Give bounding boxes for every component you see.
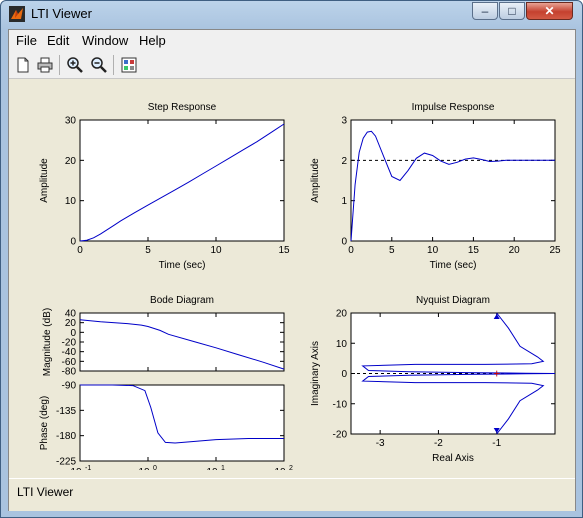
impulse-y-tick-label: 0 [341, 237, 347, 248]
minimize-button[interactable]: – [472, 2, 498, 20]
bode-x-tick-exponent: 1 [221, 465, 225, 470]
figure-client-area: File Edit Window Help [8, 29, 576, 511]
menu-bar: File Edit Window Help [9, 30, 575, 52]
impulse-x-tick-label: 0 [348, 245, 354, 256]
matlab-logo-icon [9, 6, 25, 22]
maximize-button[interactable]: □ [499, 2, 525, 20]
bode-x-tick-exponent: 0 [153, 465, 157, 470]
nyquist-y-tick-label: 20 [336, 309, 348, 320]
step-y-tick-label: 0 [70, 237, 76, 248]
bode-magnitude-line [79, 319, 285, 370]
impulse-xlabel: Time (sec) [430, 260, 477, 271]
new-icon[interactable] [13, 55, 33, 75]
step-x-tick-label: 5 [145, 245, 151, 256]
zoom-out-icon[interactable] [89, 55, 109, 75]
nyquist-y-tick-label: 0 [341, 369, 347, 380]
status-text: LTI Viewer [17, 485, 74, 499]
plot-config-icon[interactable] [119, 55, 139, 75]
nyquist-positive-line [361, 312, 556, 374]
bode-x-tick-label: 10 [70, 467, 82, 470]
close-button[interactable]: ✕ [526, 2, 573, 20]
bode-x-tick-exponent: -1 [85, 465, 91, 470]
nyquist-ylabel: Imaginary Axis [310, 341, 321, 406]
impulse-x-tick-label: 25 [549, 245, 561, 256]
step-ylabel: Amplitude [39, 158, 50, 203]
step-title: Step Response [148, 102, 217, 113]
step-y-tick-label: 20 [65, 156, 77, 167]
nyquist-negative-line [361, 373, 556, 435]
toolbar-separator [59, 55, 60, 75]
bode-x-tick-label: 10 [138, 467, 150, 470]
bode-mag-y-tick-label: 0 [70, 328, 76, 339]
nyquist-arrow-down [493, 427, 500, 433]
impulse-x-tick-label: 10 [427, 245, 439, 256]
print-icon[interactable] [35, 55, 55, 75]
zoom-in-icon[interactable] [65, 55, 85, 75]
bode-phase-ylabel: Phase (deg) [39, 396, 50, 450]
bode-mag-y-tick-label: 20 [65, 318, 77, 329]
menu-window[interactable]: Window [82, 33, 129, 48]
impulse-series-line [350, 130, 555, 242]
impulse-x-tick-label: 20 [509, 245, 521, 256]
bode-x-tick-label: 10 [274, 467, 286, 470]
impulse-x-tick-label: 15 [468, 245, 480, 256]
step-x-tick-label: 10 [210, 245, 222, 256]
impulse-title: Impulse Response [412, 102, 495, 113]
impulse-ylabel: Amplitude [310, 158, 321, 203]
toolbar [9, 52, 575, 79]
bode-phase-axes [79, 384, 285, 462]
nyquist-arrow-up [493, 314, 500, 320]
bode-magnitude-ylabel: Magnitude (dB) [42, 308, 53, 376]
status-bar: LTI Viewer [9, 478, 575, 511]
nyquist-y-tick-label: -10 [333, 399, 348, 410]
bode-x-tick-exponent: 2 [289, 465, 293, 470]
menu-help[interactable]: Help [139, 33, 166, 48]
bode-mag-y-tick-label: 40 [65, 309, 77, 320]
bode-mag-y-tick-label: -20 [62, 338, 77, 349]
bode-phase-line [80, 384, 284, 444]
bode-x-tick-label: 10 [206, 467, 218, 470]
impulse-y-tick-label: 2 [341, 156, 347, 167]
nyquist-x-tick-label: -1 [492, 438, 501, 449]
bode-phase-y-tick-label: -225 [56, 457, 76, 468]
nyquist-critical-point-marker: + [493, 367, 500, 381]
step-x-tick-label: 15 [278, 245, 290, 256]
bode-phase-y-tick-label: -90 [62, 381, 77, 392]
impulse-y-tick-label: 3 [341, 116, 347, 127]
step-x-tick-label: 0 [77, 245, 83, 256]
title-bar[interactable]: LTI Viewer – □ ✕ [1, 1, 582, 28]
bode-phase-y-tick-label: -135 [56, 406, 76, 417]
step-y-tick-label: 30 [65, 116, 77, 127]
bode-mag-y-tick-label: -80 [62, 367, 77, 378]
nyquist-title: Nyquist Diagram [416, 295, 490, 306]
step-axes [79, 119, 285, 242]
menu-edit[interactable]: Edit [47, 33, 70, 48]
toolbar-separator [113, 55, 114, 75]
plot-area: Step Response Time (sec) Amplitude 0 5 10 15 0 1… [9, 79, 575, 494]
step-xlabel: Time (sec) [159, 260, 206, 271]
nyquist-x-tick-label: -2 [434, 438, 443, 449]
nyquist-xlabel: Real Axis [432, 453, 474, 464]
bode-phase-y-tick-label: -180 [56, 431, 76, 442]
menu-file[interactable]: File [16, 33, 37, 48]
window-title: LTI Viewer [31, 6, 92, 21]
bode-mag-y-tick-label: -60 [62, 357, 77, 368]
nyquist-x-tick-label: -3 [376, 438, 385, 449]
nyquist-y-tick-label: -20 [333, 430, 348, 441]
bode-title: Bode Diagram [150, 295, 214, 306]
bode-mag-y-tick-label: -40 [62, 347, 77, 358]
impulse-x-tick-label: 5 [389, 245, 395, 256]
step-series-line [79, 123, 285, 242]
bode-magnitude-axes [79, 312, 285, 372]
impulse-axes [350, 119, 556, 242]
impulse-y-tick-label: 1 [341, 196, 347, 207]
nyquist-y-tick-label: 10 [336, 339, 348, 350]
step-y-tick-label: 10 [65, 196, 77, 207]
